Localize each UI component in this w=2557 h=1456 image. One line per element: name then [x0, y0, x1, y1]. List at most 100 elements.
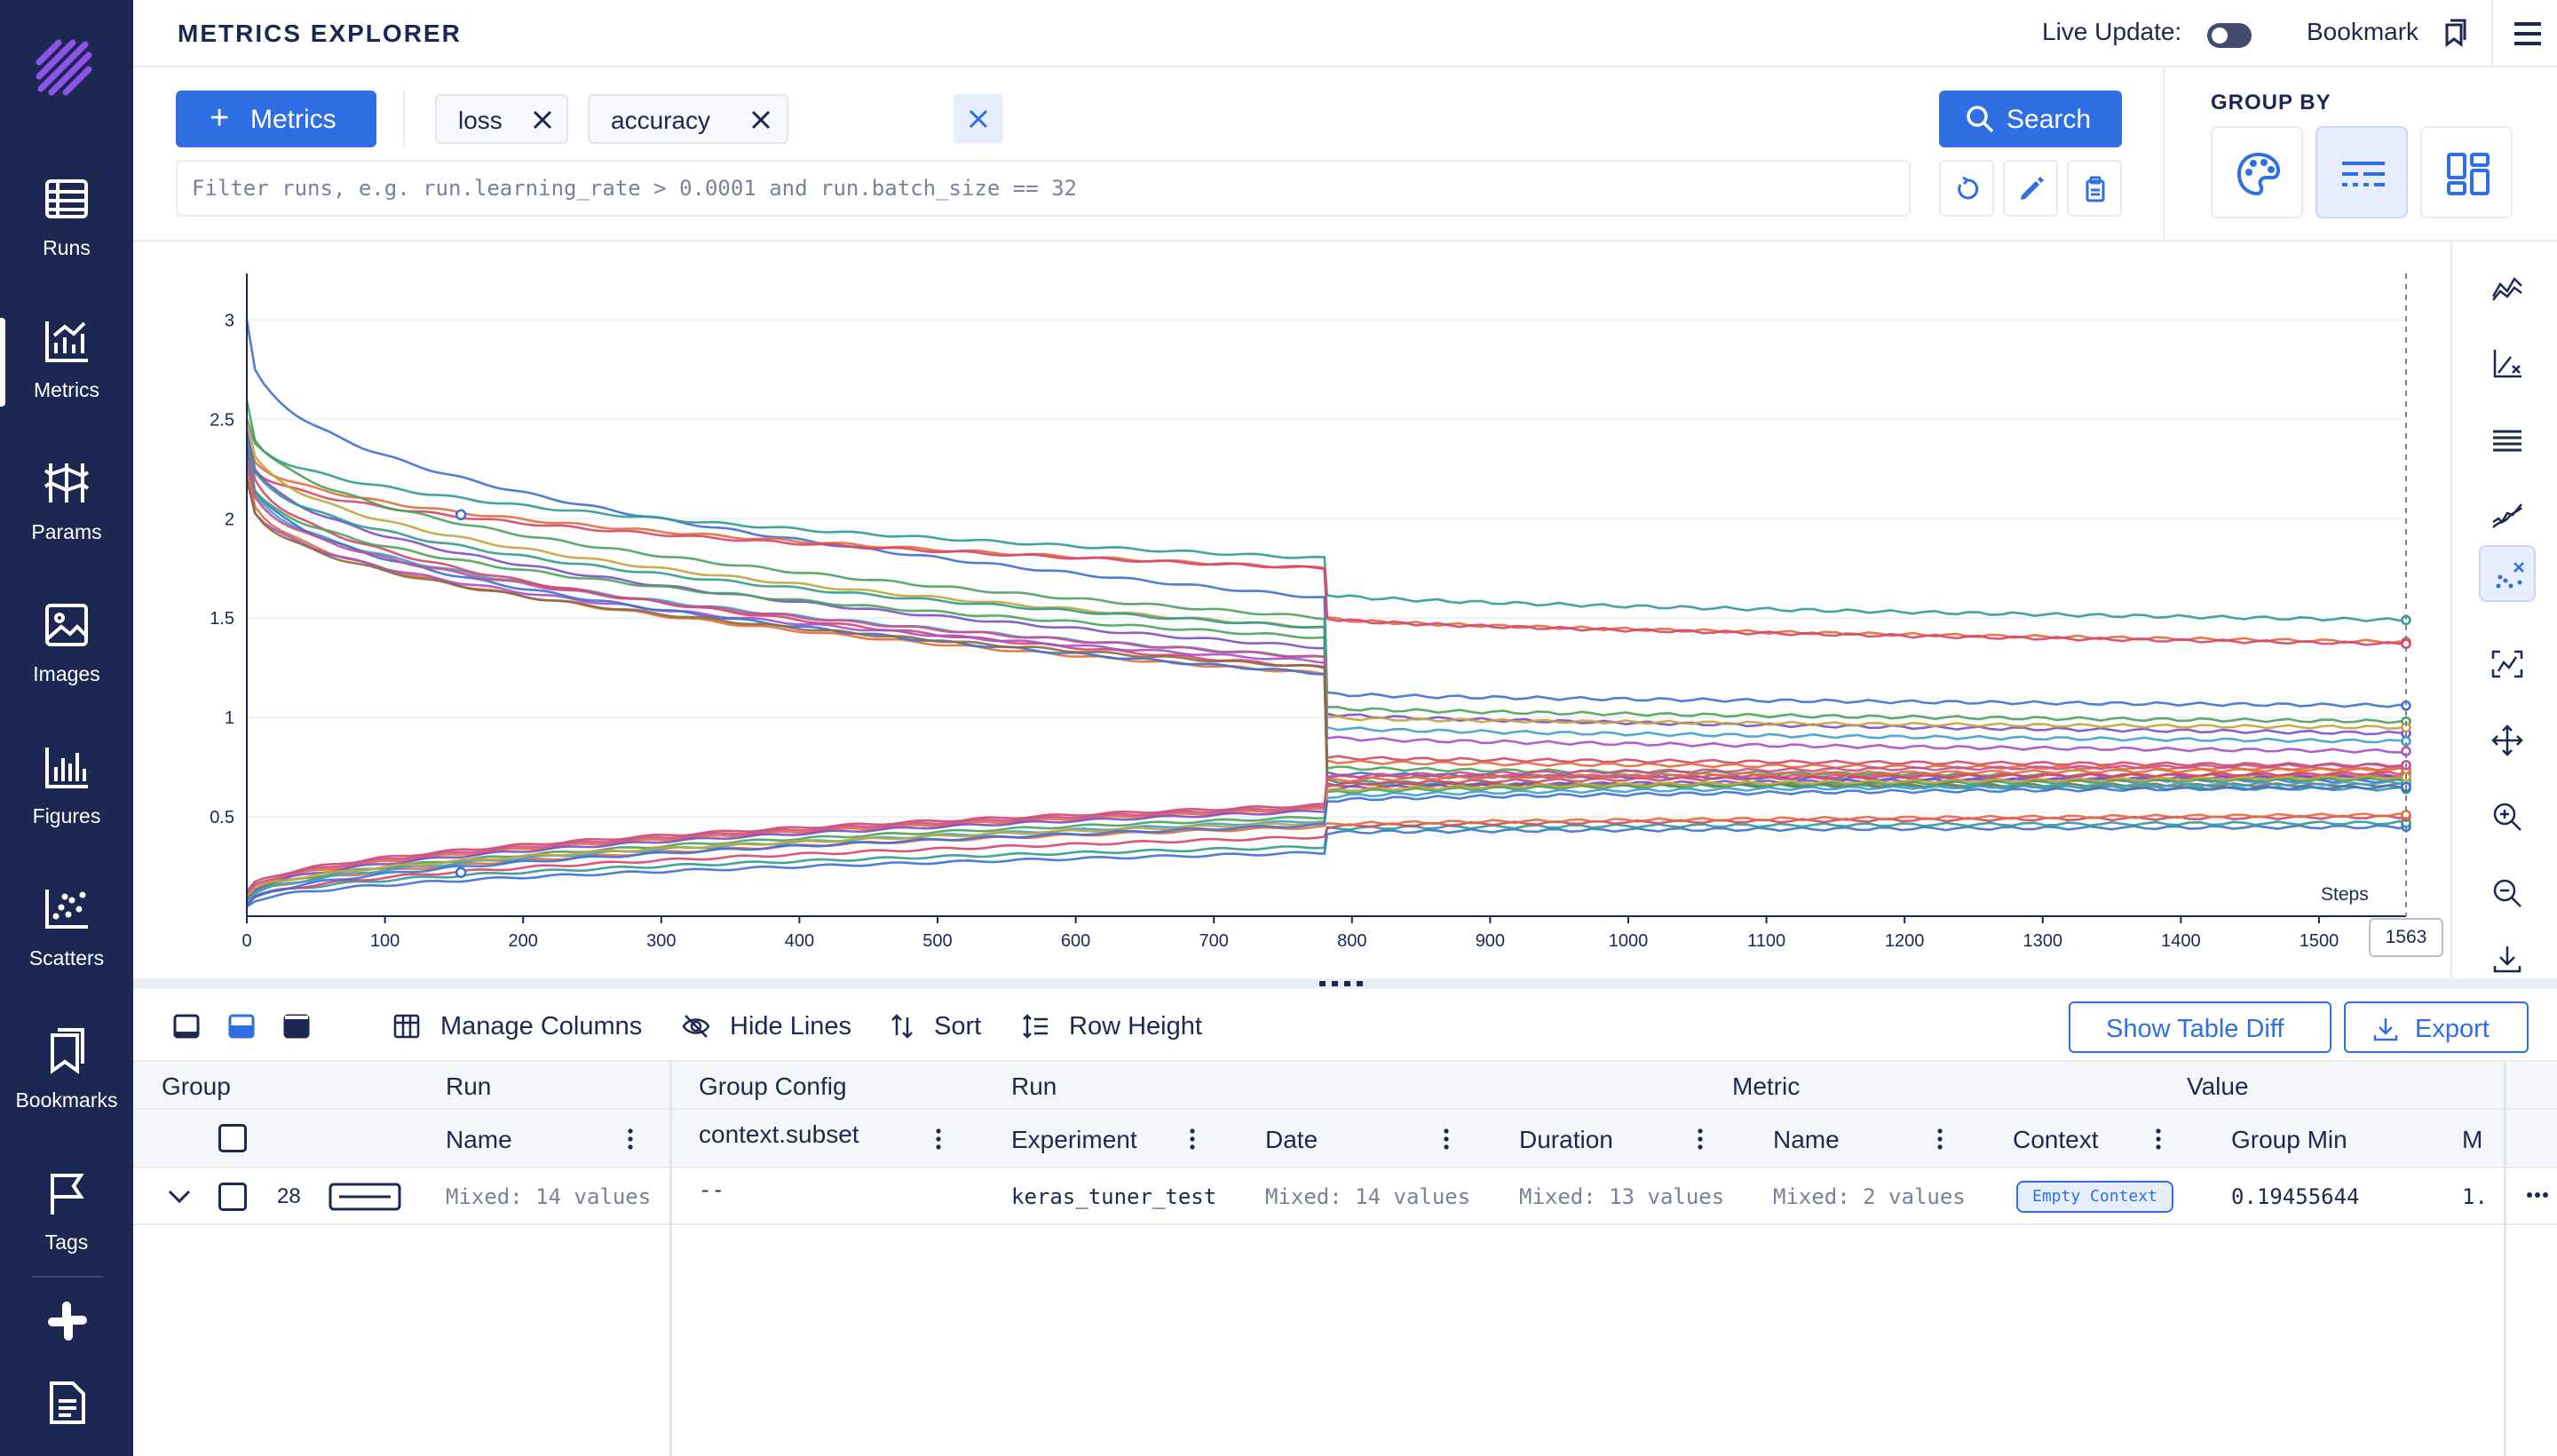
- series-line[interactable]: [245, 459, 2407, 780]
- column-header-date[interactable]: Date: [1239, 1110, 1492, 1168]
- row-height-button[interactable]: Row Height: [1021, 1010, 1234, 1042]
- metrics-chart[interactable]: 0.5 1 1.5 2 2.5 3 0 100 200 300 400 500 600 700 800 900…: [133, 241, 2450, 978]
- series-line[interactable]: [245, 438, 2407, 768]
- manage-columns-button[interactable]: Manage Columns: [392, 1010, 650, 1042]
- series-line[interactable]: [245, 320, 2407, 708]
- edit-query-button[interactable]: [2003, 160, 2058, 217]
- column-menu-icon[interactable]: [1697, 1128, 1704, 1151]
- series-line[interactable]: [245, 438, 2407, 792]
- close-icon[interactable]: [531, 108, 554, 131]
- row-checkbox[interactable]: [218, 1183, 247, 1211]
- align-x-axis-button[interactable]: [2479, 412, 2536, 469]
- slack-icon[interactable]: [44, 1298, 91, 1344]
- series-line[interactable]: [245, 479, 2407, 754]
- column-header-experiment[interactable]: Experiment: [985, 1110, 1239, 1168]
- more-horizontal-icon[interactable]: [2526, 1191, 2549, 1199]
- chevron-down-icon[interactable]: [167, 1188, 192, 1206]
- panel-resizer[interactable]: [133, 978, 2557, 989]
- live-update-toggle[interactable]: [2207, 23, 2252, 48]
- column-menu-icon[interactable]: [1936, 1128, 1943, 1151]
- line-chart[interactable]: 0.5 1 1.5 2 2.5 3 0 100 200 300 400 500 600 700 800 900…: [133, 241, 2450, 978]
- sidebar-item-tags[interactable]: Tags: [0, 1145, 133, 1287]
- add-metrics-button[interactable]: + Metrics: [176, 91, 376, 147]
- series-line[interactable]: [245, 438, 2407, 645]
- sidebar-item-figures[interactable]: Figures: [0, 719, 133, 861]
- bookmark-icon[interactable]: [2442, 18, 2470, 48]
- search-button[interactable]: Search: [1939, 91, 2122, 147]
- table-cell-experiment[interactable]: keras_tuner_test: [985, 1168, 1239, 1225]
- column-menu-icon[interactable]: [627, 1128, 634, 1151]
- grid-layout-icon: [2447, 153, 2490, 195]
- aim-logo-icon[interactable]: [32, 36, 101, 105]
- smoothing-button[interactable]: [2479, 488, 2536, 545]
- hover-point[interactable]: [455, 866, 467, 878]
- select-all-checkbox[interactable]: [218, 1124, 247, 1152]
- column-header-name[interactable]: Name: [419, 1110, 669, 1168]
- sidebar-item-images[interactable]: Images: [0, 577, 133, 719]
- view-small-icon[interactable]: [172, 1012, 201, 1041]
- download-chart-button[interactable]: [2479, 930, 2536, 987]
- view-full-icon[interactable]: [282, 1012, 311, 1041]
- series-line[interactable]: [246, 814, 2407, 906]
- pencil-icon: [2021, 177, 2044, 200]
- sidebar-item-scatters[interactable]: Scatters: [0, 861, 133, 1003]
- metric-chip-loss[interactable]: loss: [435, 94, 568, 144]
- sidebar-item-runs[interactable]: Runs: [0, 151, 133, 293]
- series-line[interactable]: [245, 430, 2407, 736]
- export-button[interactable]: Export: [2344, 1001, 2529, 1053]
- move-chart-button[interactable]: [2479, 712, 2536, 769]
- column-header-context[interactable]: Context: [1986, 1110, 2205, 1168]
- column-menu-icon[interactable]: [1189, 1128, 1196, 1151]
- column-group-label: Group: [162, 1072, 231, 1100]
- column-header-group-min[interactable]: Group Min: [2205, 1110, 2453, 1168]
- series-line[interactable]: [245, 417, 2407, 622]
- column-header-duration[interactable]: Duration: [1492, 1110, 1746, 1168]
- sidebar-item-params[interactable]: Params: [0, 435, 133, 577]
- series-line[interactable]: [246, 774, 2406, 898]
- group-by-chart-button[interactable]: [2420, 126, 2513, 218]
- series-line[interactable]: [246, 819, 2407, 905]
- cell-value: 0.19455644: [2231, 1184, 2360, 1209]
- y-tick-label: 2: [225, 510, 234, 529]
- series-line[interactable]: [246, 824, 2407, 908]
- view-medium-icon[interactable]: [227, 1012, 256, 1041]
- filter-runs-input[interactable]: Filter runs, e.g. run.learning_rate > 0.…: [176, 160, 1911, 217]
- sidebar-item-bookmarks[interactable]: Bookmarks: [0, 1003, 133, 1145]
- ignore-outliers-button[interactable]: [2479, 545, 2536, 602]
- column-menu-icon[interactable]: [1443, 1128, 1450, 1151]
- series-line[interactable]: [246, 776, 2407, 903]
- series-line[interactable]: [245, 478, 2407, 788]
- hide-lines-button[interactable]: Hide Lines: [682, 1010, 877, 1042]
- series-line[interactable]: [246, 784, 2407, 906]
- zoom-out-button[interactable]: [2479, 865, 2536, 922]
- series-line[interactable]: [245, 448, 2407, 646]
- axes-scale-button[interactable]: [2479, 336, 2536, 392]
- highlight-mode-button[interactable]: [2479, 636, 2536, 692]
- show-table-diff-button[interactable]: Show Table Diff: [2069, 1001, 2331, 1053]
- bookmark-button[interactable]: Bookmark: [2307, 18, 2419, 45]
- table-cell-context: Empty Context: [1986, 1168, 2205, 1225]
- column-menu-icon[interactable]: [2155, 1128, 2162, 1151]
- clear-all-metrics-button[interactable]: [954, 94, 1003, 144]
- series-line[interactable]: [246, 763, 2407, 894]
- metric-chip-accuracy[interactable]: accuracy: [588, 94, 788, 144]
- series-line[interactable]: [246, 766, 2407, 897]
- close-icon[interactable]: [749, 108, 772, 131]
- column-header-metric-name[interactable]: Name: [1746, 1110, 1986, 1168]
- hover-point[interactable]: [455, 509, 467, 521]
- group-by-color-button[interactable]: [2211, 126, 2303, 218]
- docs-icon[interactable]: [46, 1380, 89, 1426]
- x-tick-label: 1000: [1609, 931, 1649, 951]
- group-by-stroke-button[interactable]: [2316, 126, 2408, 218]
- column-header-context-subset[interactable]: context.subset: [672, 1110, 985, 1168]
- reset-query-button[interactable]: [1939, 160, 1994, 217]
- menu-icon[interactable]: [2513, 20, 2543, 48]
- series-line[interactable]: [245, 400, 2407, 724]
- sort-button[interactable]: Sort: [888, 1010, 1012, 1042]
- zoom-in-button[interactable]: [2479, 788, 2536, 845]
- chart-type-button[interactable]: [2479, 259, 2536, 316]
- sidebar-item-metrics[interactable]: Metrics: [0, 293, 133, 435]
- query-separator: [403, 91, 405, 147]
- copy-query-button[interactable]: [2067, 160, 2122, 217]
- column-menu-icon[interactable]: [935, 1128, 942, 1151]
